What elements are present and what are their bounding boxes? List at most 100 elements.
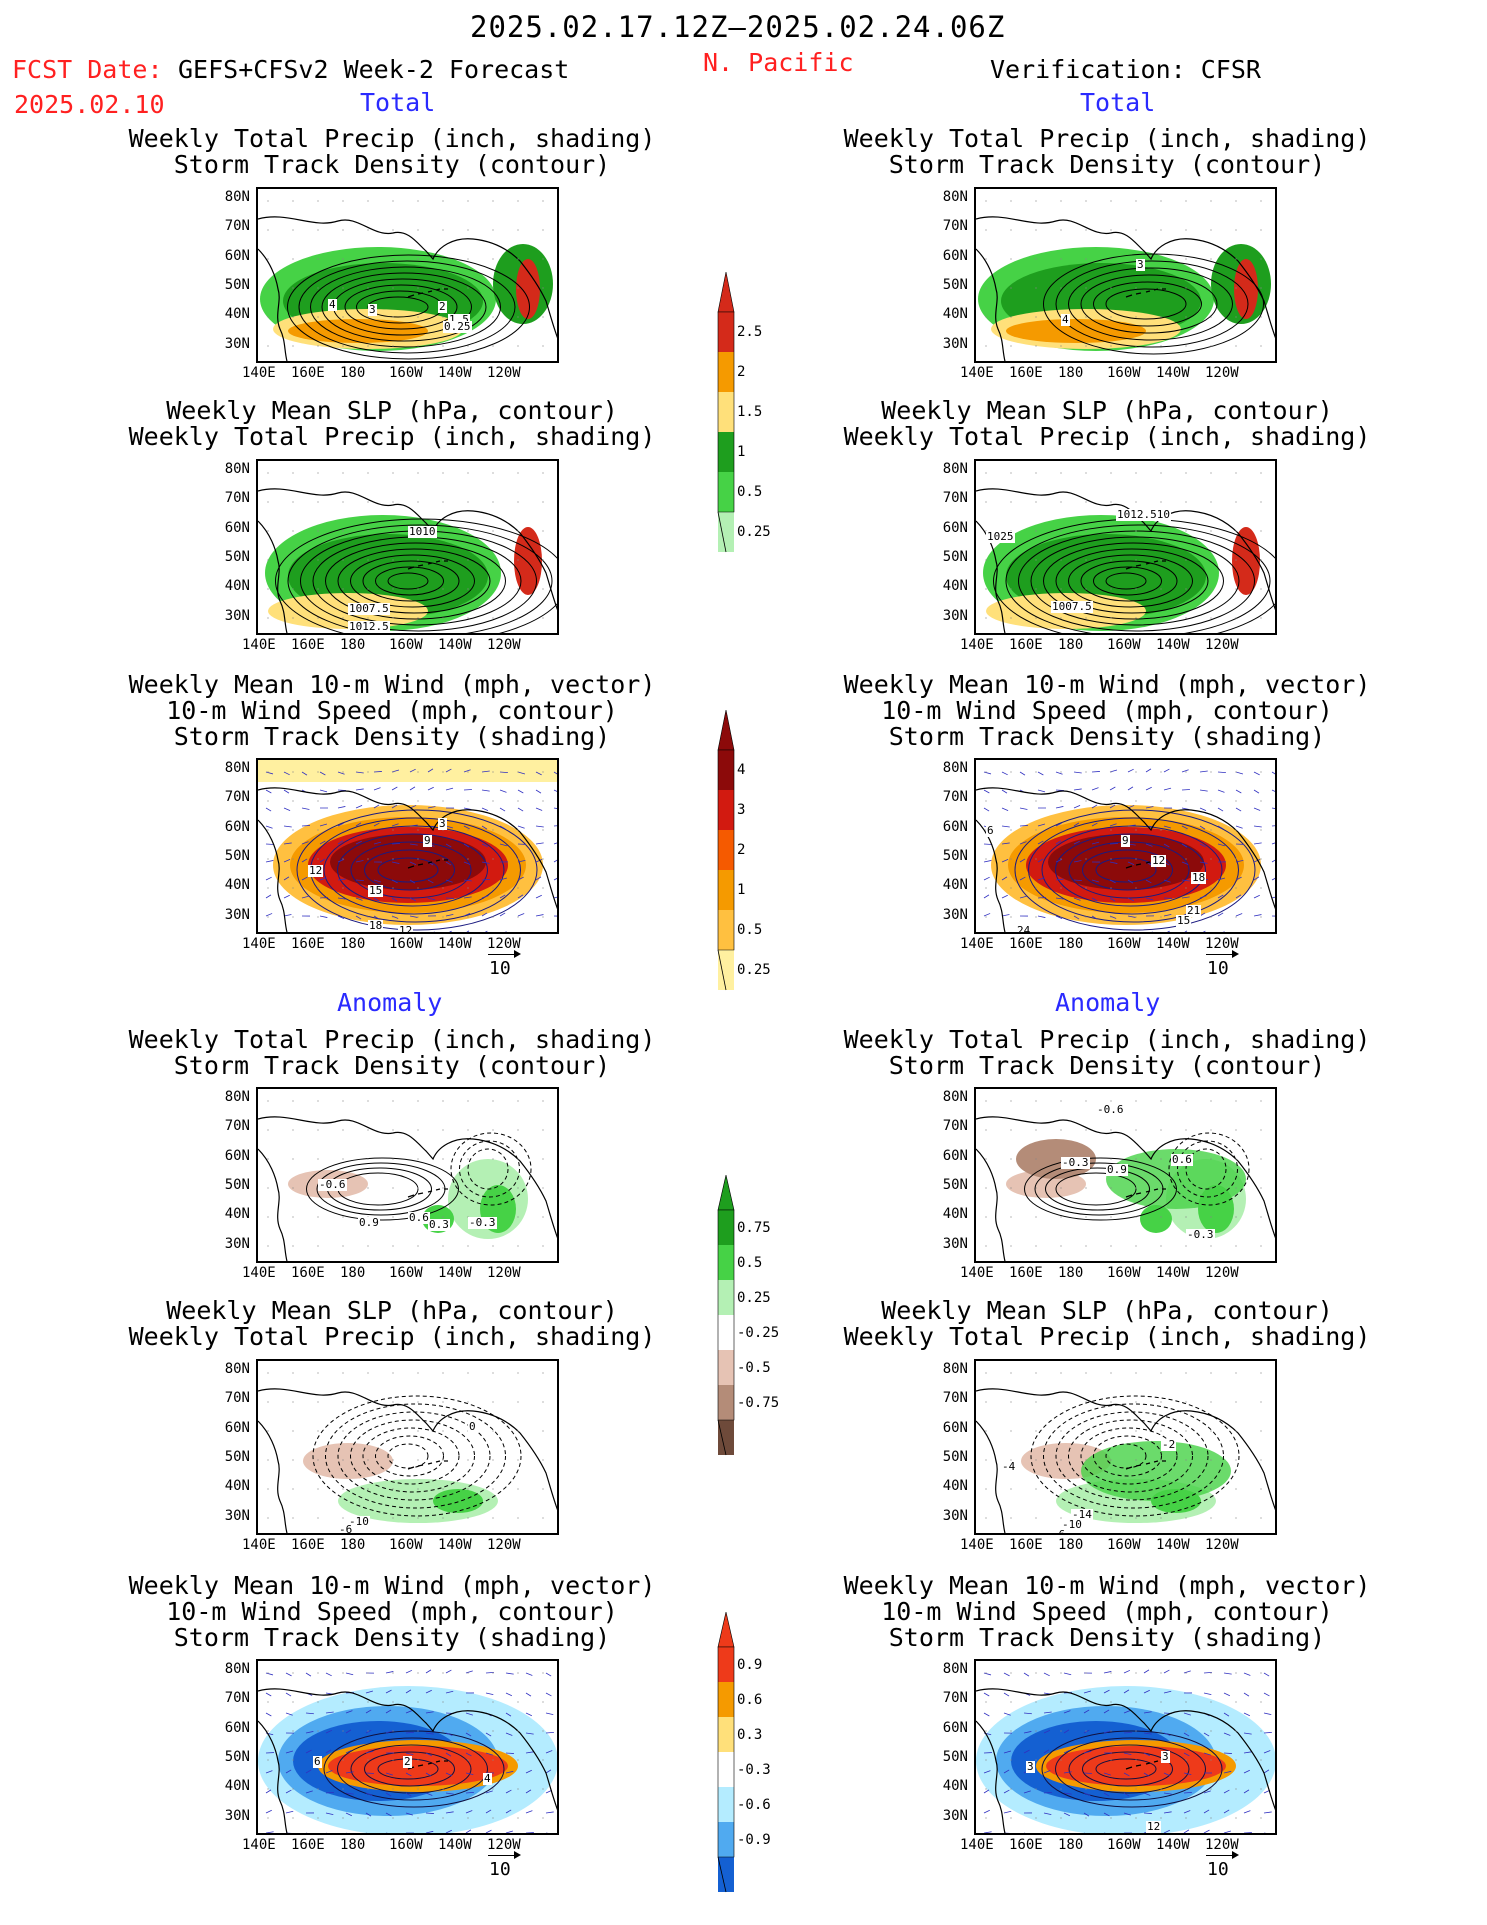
panel-title-line: Weekly Mean 10-m Wind (mph, vector) xyxy=(843,670,1371,699)
colorbar-tick-label: -0.75 xyxy=(737,1394,780,1411)
contour-label: 3 xyxy=(368,303,377,316)
panel-title-line: 10-m Wind Speed (mph, contour) xyxy=(881,1597,1333,1626)
lat-tick-label: 60N xyxy=(224,247,250,264)
colorbar-storm_anom xyxy=(717,1612,735,1893)
lat-tick-label: 40N xyxy=(224,877,250,894)
lon-tick-label: 140E xyxy=(960,1537,994,1553)
lat-tick-label: 80N xyxy=(224,760,250,776)
lat-tick-label: 80N xyxy=(224,189,250,205)
lon-tick-label: 160E xyxy=(1009,1537,1043,1553)
map-panel: 4 3 2 1.5 0.25 xyxy=(256,187,559,363)
lat-tick-label: 40N xyxy=(224,1478,250,1495)
fcst-model: GEFS+CFSv2 Week-2 Forecast xyxy=(178,55,570,84)
contour-label: 18 xyxy=(368,919,384,932)
panel-title-line: Weekly Total Precip (inch, shading) xyxy=(843,422,1371,451)
wind-reference-label: 10 xyxy=(489,1859,511,1880)
lon-tick-label: 160E xyxy=(291,637,325,653)
contour-label: -0.3 xyxy=(1061,1156,1090,1169)
lon-tick-label: 120W xyxy=(487,936,521,952)
section-anomaly-verification: Anomaly xyxy=(1055,988,1161,1017)
panel-title-line: Storm Track Density (shading) xyxy=(173,1623,611,1652)
contour-label: 4 xyxy=(483,1772,492,1785)
lon-tick-label: 160E xyxy=(1009,936,1043,952)
contour-label: 2 xyxy=(403,1755,412,1768)
contour-label: -0.3 xyxy=(468,1216,497,1229)
lat-tick-label: 30N xyxy=(224,335,250,352)
lat-tick-label: 80N xyxy=(224,1089,250,1105)
colorbar-tick-label: 1.5 xyxy=(737,404,763,420)
lon-tick-label: 120W xyxy=(1205,936,1239,952)
contour-label: 0.9 xyxy=(1106,1163,1128,1176)
lat-tick-label: 70N xyxy=(224,1390,250,1407)
contour-label: 1012.510 xyxy=(1116,508,1171,521)
colorbar-tick-label: -0.6 xyxy=(737,1796,771,1813)
lat-tick-label: 50N xyxy=(224,1748,250,1765)
panel-title-line: Weekly Total Precip (inch, shading) xyxy=(128,422,656,451)
map-svg xyxy=(976,472,1275,633)
contour-label: 6 xyxy=(986,824,995,837)
colorbar-tick-label: 1 xyxy=(737,444,746,460)
lon-tick-label: 140E xyxy=(242,1537,276,1553)
lat-tick-label: 40N xyxy=(942,1478,968,1495)
colorbar-precip_anom xyxy=(717,1175,735,1456)
lat-tick-label: 70N xyxy=(942,1690,968,1707)
wind-reference-label: 10 xyxy=(489,958,511,979)
lon-tick-label: 160W xyxy=(389,1537,423,1553)
panel-title-line: 10-m Wind Speed (mph, contour) xyxy=(166,1597,618,1626)
lat-tick-label: 50N xyxy=(224,1176,250,1193)
lat-tick-label: 70N xyxy=(224,1118,250,1135)
lon-tick-label: 160E xyxy=(1009,1265,1043,1281)
colorbar-tick-label: 2.5 xyxy=(737,324,763,340)
lon-tick-label: 160W xyxy=(389,936,423,952)
contour-label: 1007.5 xyxy=(1051,600,1093,613)
map-panel: 6 9 12 18 21 15 24 xyxy=(974,758,1277,934)
lat-tick-label: 80N xyxy=(224,1361,250,1377)
panel-title-line: 10-m Wind Speed (mph, contour) xyxy=(166,696,618,725)
wind-reference-arrow-icon xyxy=(488,1855,518,1856)
lon-tick-label: 140W xyxy=(1156,1837,1190,1853)
colorbar-tick-label: -0.3 xyxy=(737,1761,771,1778)
contour-label: 0.3 xyxy=(428,1218,450,1231)
lat-tick-label: 50N xyxy=(942,847,968,864)
map-panel: 3 3 12 xyxy=(974,1659,1277,1835)
lat-tick-label: 50N xyxy=(942,1448,968,1465)
lat-tick-label: 30N xyxy=(942,607,968,624)
lon-tick-label: 160E xyxy=(291,1265,325,1281)
lon-tick-label: 140E xyxy=(960,365,994,381)
colorbar-precip_total xyxy=(717,272,735,553)
lon-tick-label: 140W xyxy=(438,637,472,653)
lon-tick-label: 140W xyxy=(438,936,472,952)
lon-tick-label: 180 xyxy=(1058,936,1084,952)
wind-reference-arrow-icon xyxy=(1206,954,1236,955)
lat-tick-label: 30N xyxy=(942,1235,968,1252)
lat-tick-label: 30N xyxy=(224,1807,250,1824)
lon-tick-label: 160W xyxy=(389,637,423,653)
contour-label: 0 xyxy=(468,1420,477,1433)
contour-label: 15 xyxy=(1176,914,1192,927)
lon-tick-label: 180 xyxy=(340,365,366,381)
lat-tick-label: 50N xyxy=(224,276,250,293)
contour-label: 0.6 xyxy=(1171,1153,1193,1166)
fcst-date: 2025.02.10 xyxy=(14,90,165,119)
lat-tick-label: 30N xyxy=(224,1507,250,1524)
panel-title-line: Storm Track Density (contour) xyxy=(173,1051,611,1080)
panel-title-line: Weekly Total Precip (inch, shading) xyxy=(128,124,656,153)
lon-tick-label: 120W xyxy=(1205,637,1239,653)
contour-label: 15 xyxy=(368,884,384,897)
lon-tick-label: 160E xyxy=(1009,1837,1043,1853)
colorbar-tick-label: 0.25 xyxy=(737,962,771,978)
map-panel: 0 -10 -6 xyxy=(256,1359,559,1535)
lat-tick-label: 50N xyxy=(942,1748,968,1765)
lon-tick-label: 160W xyxy=(1107,1837,1141,1853)
contour-label: 2 xyxy=(438,300,447,313)
lat-tick-label: 40N xyxy=(224,1778,250,1795)
contour-label: 0.25 xyxy=(443,320,472,333)
lon-tick-label: 120W xyxy=(1205,1265,1239,1281)
colorbar-tick-label: 0.75 xyxy=(737,1219,771,1236)
lon-tick-label: 140E xyxy=(960,637,994,653)
contour-label: -0.3 xyxy=(1186,1228,1215,1241)
lon-tick-label: 160W xyxy=(1107,936,1141,952)
contour-label: 12 xyxy=(1151,854,1167,867)
